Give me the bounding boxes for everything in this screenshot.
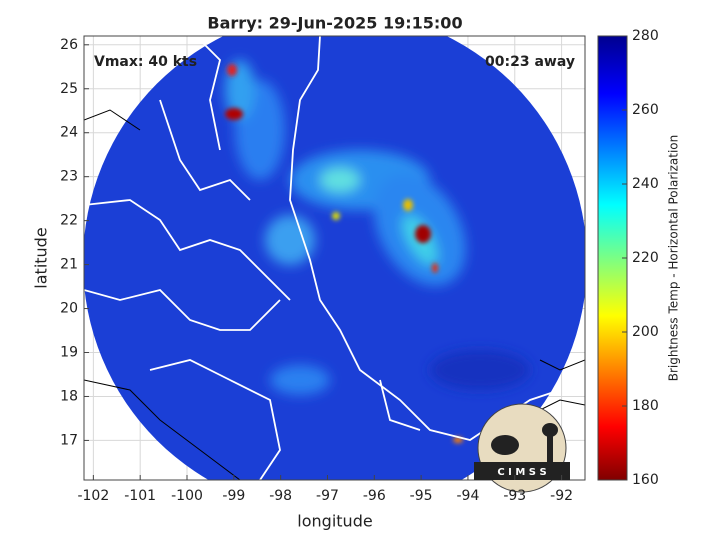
x-tick-label: -101 [124,488,156,504]
y-tick-label: 17 [60,432,78,448]
y-tick-label: 24 [60,125,78,141]
colorbar-tick-label: 160 [632,472,659,488]
y-tick-label: 22 [60,213,78,229]
x-tick-label: -100 [171,488,203,504]
y-axis-label: latitude [32,227,51,288]
x-tick-label: -96 [363,488,386,504]
y-tick-label: 18 [60,388,78,404]
chart-title: Barry: 29-Jun-2025 19:15:00 [207,14,462,33]
x-tick-label: -92 [550,488,573,504]
colorbar-tick-label: 220 [632,250,659,266]
x-tick-label: -102 [77,488,109,504]
colorbar-tick-label: 180 [632,398,659,414]
colorbar-tick-label: 260 [632,102,659,118]
y-tick-label: 25 [60,81,78,97]
x-tick-label: -98 [269,488,292,504]
logo-text: C I M S S [497,467,546,478]
colorbar-tick-label: 200 [632,324,659,340]
x-tick-label: -97 [316,488,339,504]
y-tick-label: 21 [60,257,78,273]
colorbar-tick-label: 240 [632,176,659,192]
colorbar-label: Brightness Temp - Horizontal Polarizatio… [667,135,681,382]
x-axis-label: longitude [297,512,372,531]
x-tick-label: -95 [410,488,433,504]
y-tick-label: 20 [60,301,78,317]
imagery [84,36,585,480]
x-tick-label: -99 [222,488,245,504]
plot-frame [83,35,586,481]
colorbar-tick-label: 280 [632,28,659,44]
x-tick-label: -93 [503,488,526,504]
annotation: 00:23 away [485,54,575,70]
x-tick-label: -94 [457,488,480,504]
annotation: Vmax: 40 kts [94,54,197,70]
y-tick-label: 26 [60,37,78,53]
logo: C I M S S [474,403,570,493]
y-tick-label: 19 [60,345,78,361]
y-tick-label: 23 [60,169,78,185]
